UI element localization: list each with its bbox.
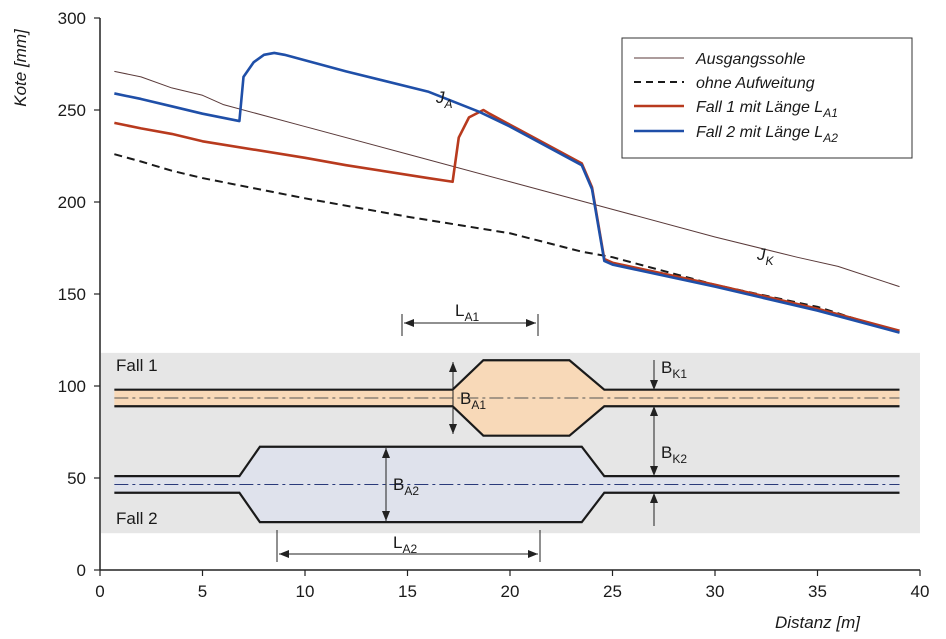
- ba2-label-sub: A2: [404, 484, 419, 498]
- la2-label: LA2: [393, 533, 417, 556]
- bk1-label-main: B: [661, 358, 672, 377]
- annotation-jk-sub: K: [766, 254, 775, 268]
- x-tick-label: 15: [398, 582, 417, 601]
- ba2-label: BA2: [393, 475, 419, 498]
- la1-label-main: L: [455, 301, 464, 320]
- legend-label-ohne-aufweitung: ohne Aufweitung: [696, 75, 815, 92]
- legend-label-fall-2-sub: A2: [822, 131, 838, 145]
- ba1-arrowhead-top: [449, 362, 457, 372]
- ba2-arrowhead-bottom: [382, 511, 390, 521]
- legend: Ausgangssohle ohne Aufweitung Fall 1 mit…: [621, 37, 913, 159]
- x-tick-label: 10: [296, 582, 315, 601]
- ba1-label-sub: A1: [471, 398, 486, 412]
- ba1-label-main: B: [460, 389, 471, 408]
- legend-label-fall-1-sub: A1: [822, 106, 838, 120]
- dimension-bk2: BK2: [650, 443, 687, 526]
- x-tick-label: 35: [808, 582, 827, 601]
- bk1-arrowhead: [650, 380, 658, 390]
- la2-arrowhead-left: [279, 550, 289, 558]
- legend-label-ausgangssohle: Ausgangssohle: [695, 51, 806, 68]
- annotation-ja: JA: [435, 88, 453, 111]
- y-tick-label: 100: [58, 377, 86, 396]
- y-axis-label: Kote [mm]: [11, 28, 30, 107]
- la1-label-sub: A1: [464, 310, 479, 324]
- x-tick-label: 25: [603, 582, 622, 601]
- fall1-channel-fill: [114, 360, 900, 436]
- ba2-label-main: B: [393, 475, 404, 494]
- la1-arrowhead-right: [526, 319, 536, 327]
- fall1-lower-bank: [114, 405, 900, 437]
- bk1-arrowhead-bottom: [650, 406, 658, 416]
- x-tick-label: 0: [95, 582, 104, 601]
- bk1-label: BK1: [661, 358, 687, 381]
- series-line-2: [114, 108, 900, 333]
- series-line-1: [114, 153, 900, 334]
- la2-label-sub: A2: [402, 542, 417, 556]
- bk1-label-sub: K1: [672, 367, 687, 381]
- dimension-ba2: BA2: [382, 448, 419, 521]
- fall1-upper-bank: [114, 359, 900, 391]
- fall2-channel-fill: [114, 446, 900, 523]
- ba1-arrowhead-bottom: [449, 424, 457, 434]
- series-line-0: [114, 70, 900, 288]
- bk2-label: BK2: [661, 443, 687, 466]
- y-tick-label: 250: [58, 101, 86, 120]
- annotation-ja-sub: A: [444, 97, 453, 111]
- dimension-bk1: BK1: [650, 358, 687, 448]
- x-tick-label: 20: [501, 582, 520, 601]
- dimension-la1: LA1: [401, 301, 539, 336]
- legend-label-fall-1-main: Fall 1 mit Länge L: [696, 99, 823, 116]
- y-tick-label: 150: [58, 285, 86, 304]
- ba2-arrowhead-top: [382, 448, 390, 458]
- x-axis-label: Distanz [m]: [775, 613, 861, 632]
- la2-arrowhead-right: [528, 550, 538, 558]
- annotation-jk-main: J: [756, 245, 766, 264]
- ba1-label: BA1: [460, 389, 486, 412]
- legend-label-fall-1: Fall 1 mit Länge LA1: [696, 99, 838, 120]
- dimension-ba1: BA1: [449, 362, 486, 434]
- annotation-jk: JK: [756, 245, 775, 268]
- x-tick-label: 5: [198, 582, 207, 601]
- y-tick-label: 50: [67, 469, 86, 488]
- bk2-label-sub: K2: [672, 452, 687, 466]
- bk2-arrowhead: [650, 466, 658, 476]
- la1-arrowhead-left: [404, 319, 414, 327]
- y-tick-label: 200: [58, 193, 86, 212]
- bk2-label-main: B: [661, 443, 672, 462]
- series-group: [114, 51, 900, 334]
- fall2-lower-bank: [114, 491, 900, 524]
- y-ticks: 0 50 100 150 200 250 300: [58, 9, 100, 580]
- legend-label-fall-2-main: Fall 2 mit Länge L: [696, 124, 823, 141]
- y-tick-label: 300: [58, 9, 86, 28]
- la2-label-main: L: [393, 533, 402, 552]
- x-tick-label: 30: [706, 582, 725, 601]
- planform: [114, 359, 900, 524]
- fall-2-label: Fall 2: [116, 509, 158, 528]
- dimension-la2: LA2: [276, 530, 541, 562]
- la1-label: LA1: [455, 301, 479, 324]
- legend-label-fall-2: Fall 2 mit Länge LA2: [696, 124, 838, 145]
- series-line-3: [114, 51, 900, 334]
- fall2-upper-bank: [114, 445, 900, 478]
- fall-1-label: Fall 1: [116, 356, 158, 375]
- bk2-arrowhead-bottom: [650, 493, 658, 503]
- x-ticks: 0 5 10 15 20 25 30 35 40: [95, 570, 929, 601]
- annotation-ja-main: J: [435, 88, 445, 107]
- y-tick-label: 0: [77, 561, 86, 580]
- x-tick-label: 40: [911, 582, 930, 601]
